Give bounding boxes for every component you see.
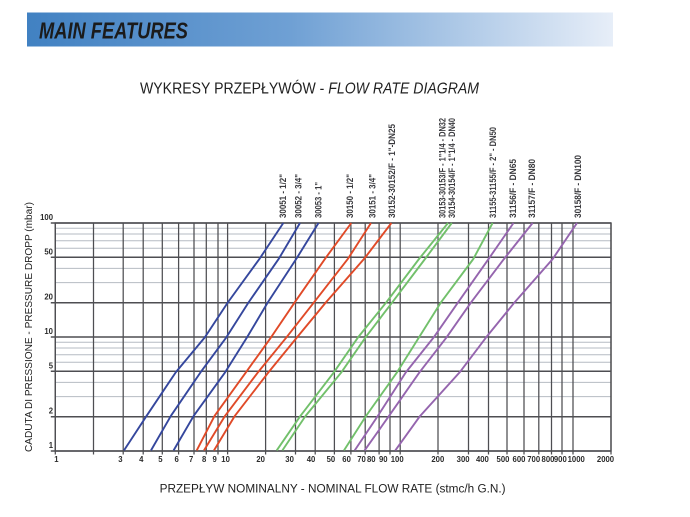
svg-text:31156/F - DN65: 31156/F - DN65 xyxy=(508,159,518,218)
svg-text:30151 - 3/4": 30151 - 3/4" xyxy=(368,174,378,218)
svg-text:400: 400 xyxy=(476,454,489,464)
svg-text:5: 5 xyxy=(49,360,54,370)
svg-text:80: 80 xyxy=(367,454,376,464)
svg-text:CADUTA DI PRESSIONE - PRESSURE: CADUTA DI PRESSIONE - PRESSURE DROPP (mb… xyxy=(23,202,35,452)
svg-text:30152-30152/F - 1"-DN25: 30152-30152/F - 1"-DN25 xyxy=(387,124,397,218)
svg-text:1: 1 xyxy=(49,440,54,450)
svg-text:20: 20 xyxy=(44,292,53,302)
svg-text:100: 100 xyxy=(391,454,404,464)
svg-text:10: 10 xyxy=(221,454,230,464)
svg-text:6: 6 xyxy=(175,454,180,464)
svg-text:2: 2 xyxy=(49,406,54,416)
svg-text:20: 20 xyxy=(256,454,265,464)
svg-text:30153-30153/F - 1"1/4 - DN32: 30153-30153/F - 1"1/4 - DN32 xyxy=(437,118,447,218)
svg-text:100: 100 xyxy=(40,212,53,222)
svg-text:300: 300 xyxy=(457,454,470,464)
svg-text:500: 500 xyxy=(497,454,510,464)
svg-text:90: 90 xyxy=(379,454,388,464)
svg-text:900: 900 xyxy=(554,454,567,464)
svg-text:700: 700 xyxy=(527,454,540,464)
svg-text:30053 - 1": 30053 - 1" xyxy=(314,182,324,218)
svg-text:50: 50 xyxy=(44,246,53,256)
svg-text:1: 1 xyxy=(54,454,59,464)
svg-text:PRZEPŁYW NOMINALNY - NOMINAL F: PRZEPŁYW NOMINALNY - NOMINAL FLOW RATE (… xyxy=(160,484,506,496)
svg-text:31155-31155/F - 2" - DN50: 31155-31155/F - 2" - DN50 xyxy=(488,127,498,218)
svg-text:3: 3 xyxy=(118,454,123,464)
svg-text:40: 40 xyxy=(307,454,316,464)
svg-text:MAIN FEATURES: MAIN FEATURES xyxy=(39,18,189,44)
svg-text:30052 - 3/4": 30052 - 3/4" xyxy=(294,174,304,218)
svg-text:60: 60 xyxy=(342,454,351,464)
svg-text:7: 7 xyxy=(189,454,194,464)
svg-text:50: 50 xyxy=(327,454,336,464)
svg-text:200: 200 xyxy=(431,454,444,464)
svg-text:2000: 2000 xyxy=(597,454,614,464)
svg-text:31157/F - DN80: 31157/F - DN80 xyxy=(527,159,537,218)
svg-text:30: 30 xyxy=(285,454,294,464)
svg-text:600: 600 xyxy=(513,454,526,464)
svg-text:4: 4 xyxy=(139,454,144,464)
svg-text:5: 5 xyxy=(158,454,163,464)
svg-text:10: 10 xyxy=(44,326,53,336)
svg-text:30150 - 1/2": 30150 - 1/2" xyxy=(345,174,355,218)
svg-text:30154-30154/F - 1"1/4 - DN40: 30154-30154/F - 1"1/4 - DN40 xyxy=(447,118,457,218)
svg-text:9: 9 xyxy=(212,454,217,464)
svg-text:1000: 1000 xyxy=(568,454,585,464)
svg-text:70: 70 xyxy=(357,454,366,464)
svg-text:30158/F - DN100: 30158/F - DN100 xyxy=(573,155,583,218)
svg-text:WYKRESY PRZEPŁYWÓW - FLOW RATE: WYKRESY PRZEPŁYWÓW - FLOW RATE DIAGRAM xyxy=(140,81,479,98)
svg-text:30051 - 1/2": 30051 - 1/2" xyxy=(278,174,288,218)
svg-text:800: 800 xyxy=(542,454,555,464)
svg-text:8: 8 xyxy=(202,454,207,464)
